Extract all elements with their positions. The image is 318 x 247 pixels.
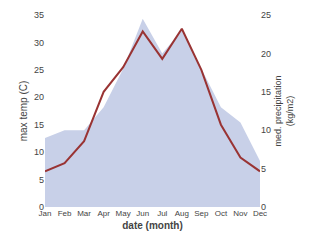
svg-text:Mar: Mar — [77, 209, 91, 218]
svg-text:10: 10 — [34, 147, 44, 157]
svg-text:15: 15 — [34, 120, 44, 130]
svg-text:10: 10 — [261, 125, 271, 135]
svg-text:Aug: Aug — [175, 209, 189, 218]
svg-text:15: 15 — [261, 87, 271, 97]
svg-text:0: 0 — [261, 202, 266, 212]
svg-text:25: 25 — [34, 65, 44, 75]
svg-text:Sep: Sep — [194, 209, 209, 218]
svg-text:Oct: Oct — [215, 209, 228, 218]
svg-text:Jun: Jun — [136, 209, 149, 218]
svg-text:5: 5 — [39, 175, 44, 185]
svg-text:Jan: Jan — [39, 209, 52, 218]
svg-text:max temp (C): max temp (C) — [18, 81, 29, 142]
svg-text:May: May — [116, 209, 131, 218]
svg-text:Nov: Nov — [233, 209, 247, 218]
svg-text:Apr: Apr — [97, 209, 110, 218]
svg-text:25: 25 — [261, 10, 271, 20]
svg-text:Dec: Dec — [253, 209, 267, 218]
svg-text:Jul: Jul — [157, 209, 167, 218]
svg-text:35: 35 — [34, 10, 44, 20]
svg-text:30: 30 — [34, 38, 44, 48]
svg-text:date (month): date (month) — [122, 220, 183, 231]
svg-text:0: 0 — [39, 202, 44, 212]
svg-text:5: 5 — [261, 164, 266, 174]
svg-text:Feb: Feb — [58, 209, 72, 218]
svg-text:20: 20 — [34, 92, 44, 102]
svg-text:20: 20 — [261, 49, 271, 59]
svg-text:med. precipitation(kg/m2): med. precipitation(kg/m2) — [273, 75, 295, 146]
